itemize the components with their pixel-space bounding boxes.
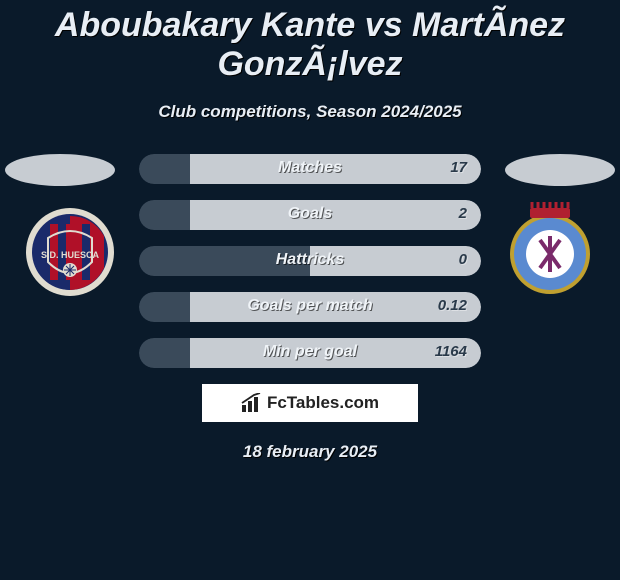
comparison-body: S.D. HUESCA Matches17 Goals2 Hattricks0 Goa… (0, 154, 620, 462)
stat-rows: Matches17 Goals2 Hattricks0 Goals per match… (139, 154, 481, 368)
team-badge-right (500, 202, 600, 302)
page-title: Aboubakary Kante vs MartÃ­nez GonzÃ¡lvez (0, 0, 620, 84)
brand-label: FcTables.com (267, 393, 379, 413)
deportivo-crest-icon (500, 202, 600, 302)
team-badge-left: S.D. HUESCA (20, 202, 120, 302)
stat-row: Matches17 (139, 154, 481, 184)
stat-row: Hattricks0 (139, 246, 481, 276)
stat-right-value: 17 (450, 159, 467, 176)
stat-label: Hattricks (139, 251, 481, 269)
stat-label: Min per goal (139, 343, 481, 361)
stat-right-value: 1164 (435, 343, 467, 360)
huesca-crest-icon: S.D. HUESCA (20, 202, 120, 302)
stat-right-value: 0 (459, 251, 467, 268)
stat-right-value: 0.12 (438, 297, 467, 314)
oval-left (5, 154, 115, 186)
stat-label: Matches (139, 159, 481, 177)
stat-row: Goals2 (139, 200, 481, 230)
stat-label: Goals per match (139, 297, 481, 315)
subtitle: Club competitions, Season 2024/2025 (0, 102, 620, 122)
oval-right (505, 154, 615, 186)
stat-right-value: 2 (459, 205, 467, 222)
stat-row: Goals per match0.12 (139, 292, 481, 322)
chart-icon (241, 393, 263, 413)
brand-box: FcTables.com (202, 384, 418, 422)
stat-row: Min per goal1164 (139, 338, 481, 368)
date-label: 18 february 2025 (0, 442, 620, 462)
svg-text:S.D. HUESCA: S.D. HUESCA (41, 250, 100, 260)
stat-label: Goals (139, 205, 481, 223)
